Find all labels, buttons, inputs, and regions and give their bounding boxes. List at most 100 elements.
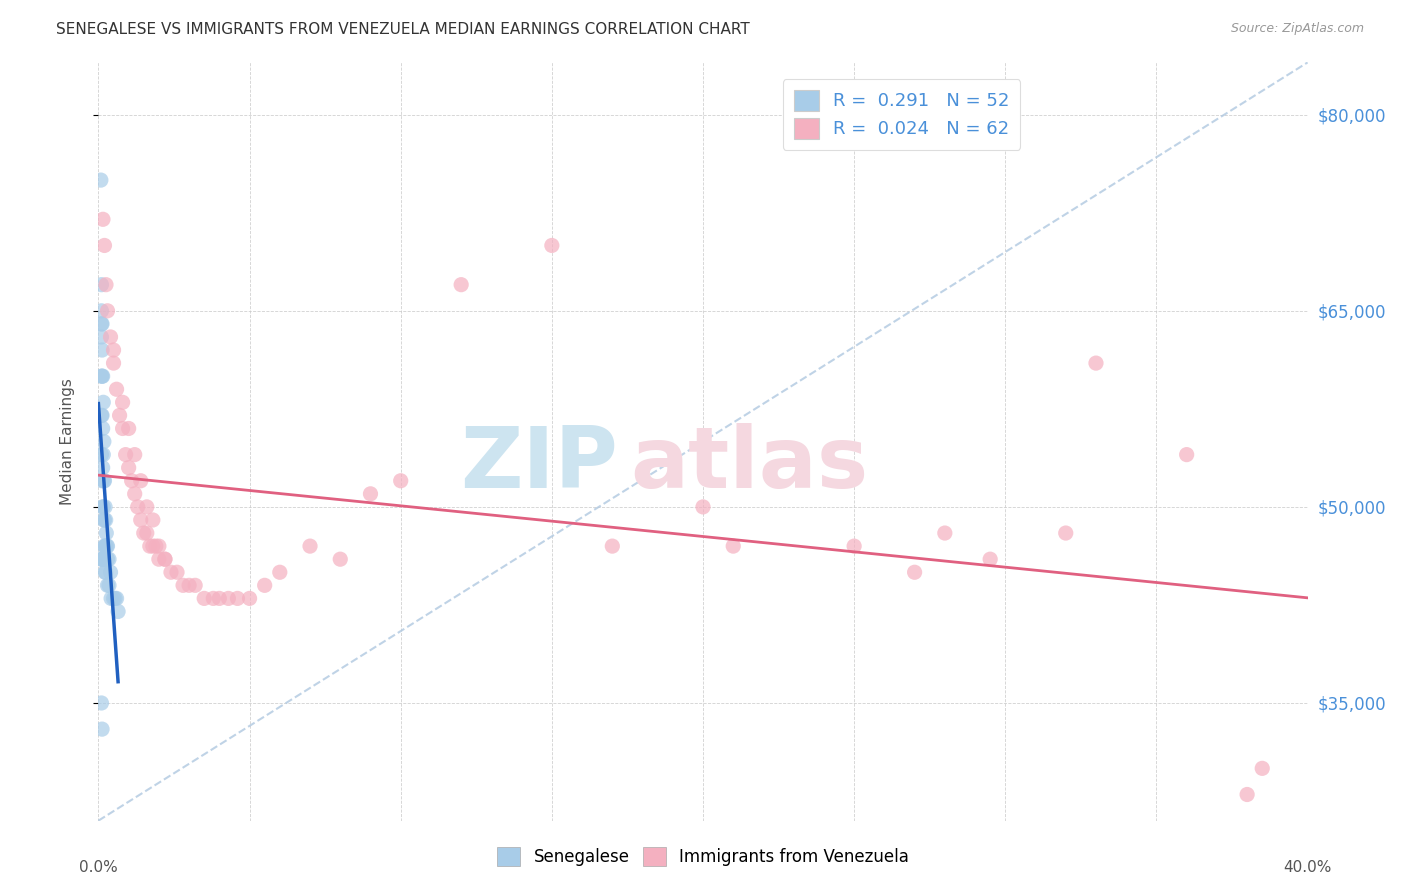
Point: [94, 566, 117, 580]
Point: [1236, 788, 1258, 802]
Point: [98, 578, 121, 592]
Point: [132, 526, 155, 541]
Point: [90, 409, 112, 423]
Point: [105, 382, 128, 396]
Point: [904, 566, 927, 580]
Point: [100, 330, 122, 344]
Point: [91, 460, 114, 475]
Point: [114, 448, 136, 462]
Point: [90, 330, 112, 344]
Point: [93, 513, 115, 527]
Point: [389, 474, 412, 488]
Point: [142, 539, 165, 553]
Point: [90, 448, 112, 462]
Point: [96, 539, 118, 553]
Point: [93, 434, 115, 449]
Point: [226, 591, 249, 606]
Point: [148, 539, 170, 553]
Point: [91, 409, 114, 423]
Point: [934, 526, 956, 541]
Point: [91, 552, 114, 566]
Point: [91, 500, 114, 514]
Point: [91, 343, 114, 357]
Point: [269, 566, 291, 580]
Point: [91, 369, 114, 384]
Point: [1175, 448, 1198, 462]
Point: [184, 578, 207, 592]
Point: [135, 526, 157, 541]
Point: [96, 303, 118, 318]
Point: [202, 591, 225, 606]
Point: [91, 212, 114, 227]
Point: [94, 277, 117, 292]
Point: [91, 722, 114, 736]
Point: [90, 317, 112, 331]
Point: [111, 421, 134, 435]
Point: [166, 566, 188, 580]
Point: [145, 539, 167, 553]
Point: [94, 539, 117, 553]
Point: [153, 552, 176, 566]
Point: [172, 578, 194, 592]
Point: [127, 500, 149, 514]
Point: [1085, 356, 1108, 370]
Point: [979, 552, 1001, 566]
Point: [91, 317, 114, 331]
Point: [105, 591, 128, 606]
Point: [93, 539, 115, 553]
Point: [253, 578, 276, 592]
Point: [107, 605, 129, 619]
Point: [90, 277, 112, 292]
Point: [217, 591, 239, 606]
Point: [723, 539, 745, 553]
Point: [93, 513, 115, 527]
Point: [96, 578, 118, 592]
Point: [129, 513, 152, 527]
Point: [91, 395, 114, 409]
Point: [91, 421, 114, 435]
Point: [1251, 761, 1274, 775]
Point: [98, 552, 121, 566]
Text: 40.0%: 40.0%: [1284, 860, 1331, 874]
Point: [94, 539, 117, 553]
Point: [100, 566, 122, 580]
Point: [602, 539, 624, 553]
Point: [450, 277, 472, 292]
Point: [93, 238, 115, 252]
Point: [329, 552, 352, 566]
Point: [360, 487, 382, 501]
Text: ZIP: ZIP: [461, 423, 619, 506]
Point: [90, 173, 112, 187]
Point: [193, 591, 215, 606]
Point: [94, 500, 117, 514]
Point: [91, 448, 114, 462]
Point: [93, 552, 115, 566]
Point: [540, 238, 562, 252]
Point: [91, 369, 114, 384]
Point: [96, 539, 118, 553]
Point: [121, 474, 143, 488]
Point: [118, 421, 141, 435]
Point: [129, 474, 152, 488]
Text: SENEGALESE VS IMMIGRANTS FROM VENEZUELA MEDIAN EARNINGS CORRELATION CHART: SENEGALESE VS IMMIGRANTS FROM VENEZUELA …: [56, 22, 749, 37]
Point: [103, 343, 125, 357]
Point: [239, 591, 262, 606]
Text: Source: ZipAtlas.com: Source: ZipAtlas.com: [1230, 22, 1364, 36]
Point: [90, 369, 112, 384]
Point: [90, 552, 112, 566]
Point: [103, 591, 125, 606]
Point: [93, 474, 115, 488]
Point: [179, 578, 201, 592]
Point: [208, 591, 231, 606]
Point: [100, 591, 122, 606]
Point: [94, 513, 117, 527]
Point: [153, 552, 176, 566]
Point: [1054, 526, 1077, 541]
Point: [91, 500, 114, 514]
Point: [692, 500, 714, 514]
Text: 0.0%: 0.0%: [79, 860, 118, 874]
Point: [139, 539, 162, 553]
Point: [91, 552, 114, 566]
Point: [111, 395, 134, 409]
Point: [108, 409, 131, 423]
